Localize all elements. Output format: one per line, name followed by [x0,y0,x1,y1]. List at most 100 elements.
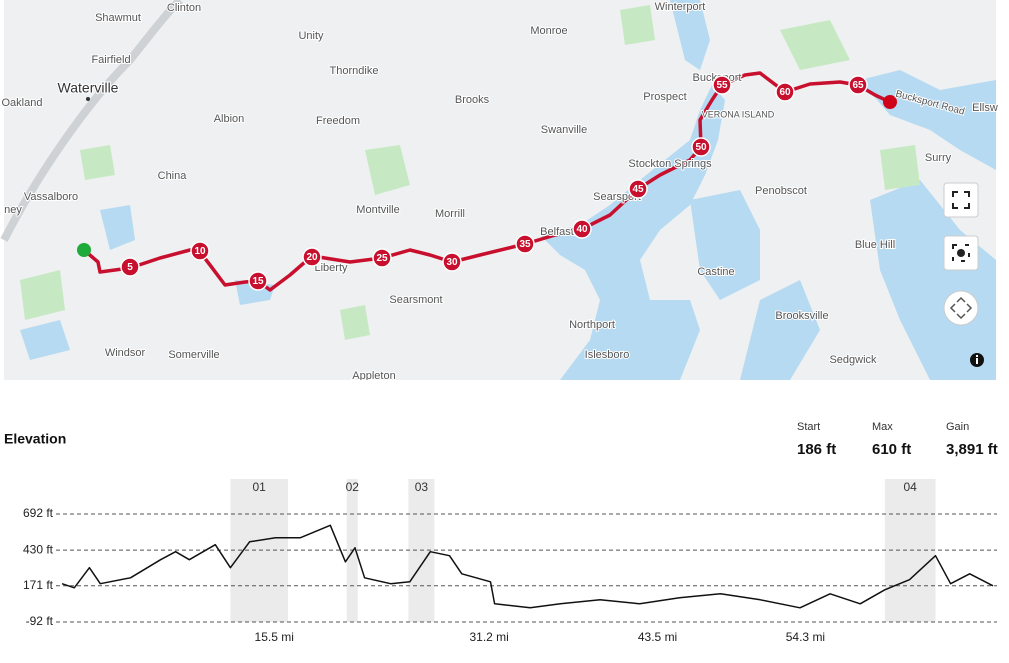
stat-value: 3,891 ft [946,441,998,458]
stat-value: 610 ft [872,441,911,458]
mile-marker [628,179,648,199]
segment-label: 04 [903,480,917,494]
mile-marker-label: 60 [779,87,791,98]
button-bg[interactable] [943,182,979,218]
place: Thorndike [330,65,379,77]
place: VERONA ISLAND [702,109,775,119]
icon [952,191,970,209]
end-point [883,95,897,109]
place: Stockton Springs [628,158,712,170]
mile-marker-label: 55 [716,80,728,91]
x-tick-label: 54.3 mi [786,630,825,644]
mile-marker-label: 30 [446,257,458,268]
place: Surry [925,152,952,164]
x-tick-label: 31.2 mi [469,630,508,644]
icon [976,355,978,357]
mile-marker-label: 50 [695,142,707,153]
mile-marker [372,248,392,268]
place: Montville [356,204,399,216]
y-tick-label: -92 ft [26,614,54,628]
mile-marker [775,82,795,102]
place: Appleton [352,370,395,380]
mile-marker [691,137,711,157]
mile-marker-label: 25 [376,253,388,264]
place: China [158,170,188,182]
mile-marker-label: 20 [306,252,318,263]
place: Shawmut [95,12,141,24]
segment-label: 01 [252,480,266,494]
elevation-line [61,524,994,609]
pan-button[interactable] [943,290,979,326]
x-tick-label: 43.5 mi [638,630,677,644]
button-bg[interactable] [943,290,979,326]
start-point [77,243,91,257]
place: Northport [569,319,615,331]
mile-marker [572,219,592,239]
elevation-title: Elevation [4,431,66,447]
place: Brooksville [775,310,828,322]
place: Clinton [167,2,201,14]
icon [949,296,973,320]
place: Albion [214,113,245,125]
stat-value: 186 ft [797,441,836,458]
place: Somerville [168,349,219,361]
place: Liberty [314,262,348,274]
mile-marker-label: 10 [194,246,206,257]
place: Blue Hill [855,239,895,251]
mile-marker-label: 45 [632,184,644,195]
segment-label: 03 [415,480,429,494]
place: Fairfield [91,54,130,66]
mile-marker [442,252,462,272]
icon [976,358,978,364]
place: Unity [298,30,324,42]
mile-marker [190,241,210,261]
mile-marker [120,257,140,277]
stat-label: Start [797,421,820,433]
mile-marker-label: 15 [252,276,264,287]
icon [957,249,965,257]
place: Ellsw [972,102,998,114]
mile-marker [848,75,868,95]
place: Islesboro [585,349,630,361]
mile-marker-label: 40 [576,224,588,235]
place: Waterville [58,80,119,96]
fullscreen-button[interactable] [943,182,979,218]
mile-marker-label: 65 [852,80,864,91]
x-tick-label: 15.5 mi [255,630,294,644]
stat-label: Gain [946,421,969,433]
place-labels: Shawmut Clinton Winterport Unity Monroe … [1,0,999,380]
mile-marker [712,75,732,95]
place: Vassalboro [24,191,78,203]
mile-marker [515,234,535,254]
place: Swanville [541,124,587,136]
parks [20,5,920,340]
place: Windsor [105,347,146,359]
place: ney [4,204,22,216]
icon [952,244,970,262]
place: Oakland [2,97,43,109]
place: Prospect [643,91,686,103]
place: Belfast [540,226,574,238]
mile-marker [302,247,322,267]
locate-button[interactable] [943,235,979,271]
city-dot [86,97,90,101]
place: Brooks [455,94,490,106]
water [20,0,996,380]
elevation-panel: Elevation Start 186 ft Max 610 ft Gain 3,891 … [4,421,998,644]
mile-marker [248,271,268,291]
mile-marker-label: 35 [519,239,531,250]
place: Freedom [316,115,360,127]
highway [0,0,183,242]
place: Morrill [435,208,465,220]
map[interactable]: Shawmut Clinton Winterport Unity Monroe … [0,0,1009,380]
place: Penobscot [755,185,807,197]
y-tick-label: 692 ft [23,506,54,520]
place: Monroe [530,25,567,37]
place: Winterport [655,1,706,13]
stat-label: Max [872,421,893,433]
place: Castine [697,266,734,278]
y-tick-label: 171 ft [23,578,54,592]
place: Searsmont [389,294,442,306]
mile-marker-label: 5 [127,262,133,273]
info-button[interactable] [970,353,984,367]
